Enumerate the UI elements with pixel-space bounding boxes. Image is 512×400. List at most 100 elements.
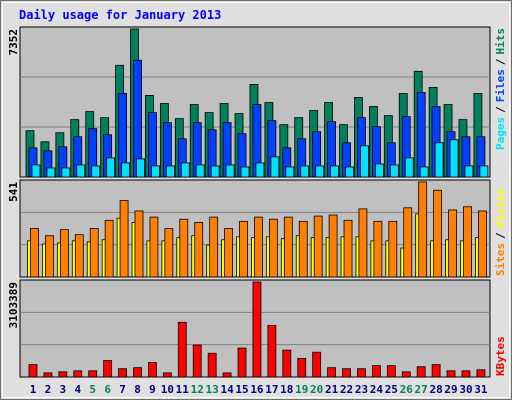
x-tick-label: 17: [265, 383, 278, 396]
bar: [255, 162, 265, 178]
bar: [118, 368, 127, 378]
x-tick-label: 9: [149, 383, 156, 396]
bar: [225, 164, 235, 178]
bar: [164, 228, 174, 278]
bar: [240, 166, 250, 178]
y-max-label: 3103389: [7, 282, 20, 328]
bar: [165, 165, 175, 178]
x-tick-label: 20: [310, 383, 323, 396]
bar: [403, 207, 413, 278]
x-tick-label: 21: [325, 383, 339, 396]
x-tick-label: 24: [370, 383, 384, 396]
bar: [89, 228, 99, 278]
legend-entry: Hits: [494, 28, 507, 55]
bar: [461, 370, 471, 378]
bar: [328, 214, 338, 278]
legend-entry: Sites: [494, 243, 507, 276]
bar: [76, 164, 86, 178]
bar: [388, 220, 398, 278]
bar: [195, 164, 205, 178]
x-tick-label: 18: [280, 383, 293, 396]
bar: [477, 210, 487, 278]
bar: [401, 371, 411, 378]
bar: [404, 157, 414, 178]
bar: [315, 165, 325, 178]
x-tick-label: 14: [220, 383, 234, 396]
x-tick-label: 27: [415, 383, 428, 396]
bar: [179, 218, 189, 278]
x-tick-label: 19: [295, 383, 308, 396]
bar: [45, 235, 54, 278]
bar: [88, 370, 98, 378]
bar: [374, 163, 384, 178]
bar: [298, 220, 308, 278]
bar: [449, 139, 459, 178]
bar: [222, 372, 232, 378]
x-tick-label: 22: [340, 383, 353, 396]
x-tick-label: 1: [30, 383, 37, 396]
bar: [371, 365, 381, 378]
x-tick-label: 12: [191, 383, 204, 396]
x-tick-label: 5: [89, 383, 96, 396]
bar: [446, 370, 456, 378]
x-tick-label: 3: [60, 383, 67, 396]
bar: [119, 200, 129, 278]
bar: [431, 364, 441, 378]
bar: [106, 157, 116, 178]
bar: [418, 181, 428, 278]
bar: [133, 367, 142, 378]
bar: [297, 358, 307, 378]
y-max-label: 541: [7, 182, 20, 202]
bar: [61, 167, 71, 178]
bar: [300, 165, 310, 178]
x-tick-label: 2: [45, 383, 52, 396]
x-tick-label: 26: [400, 383, 414, 396]
y-max-label: 7352: [7, 29, 20, 56]
bar: [267, 324, 277, 378]
bar: [104, 219, 114, 278]
bar: [239, 220, 248, 278]
bar: [270, 156, 280, 178]
x-tick-label: 7: [119, 383, 126, 396]
bar: [373, 220, 383, 278]
bar: [31, 164, 41, 178]
bar: [327, 367, 337, 378]
bar: [180, 162, 190, 178]
bar: [463, 206, 472, 278]
x-tick-label: 15: [235, 383, 248, 396]
bar: [210, 165, 220, 178]
bar: [254, 216, 263, 278]
bar: [386, 365, 396, 378]
bar: [58, 371, 68, 378]
bar: [151, 165, 160, 178]
bar: [433, 189, 443, 278]
bar: [136, 158, 145, 178]
x-tick-label: 31: [474, 383, 488, 396]
bar: [149, 216, 159, 278]
bar: [207, 352, 217, 378]
bar: [134, 210, 144, 278]
legend-entry: Pages: [494, 117, 507, 150]
x-tick-label: 28: [429, 383, 442, 396]
x-tick-label: 6: [104, 383, 111, 396]
bar: [177, 321, 187, 378]
bar: [224, 228, 233, 278]
bar: [283, 216, 293, 278]
bar: [282, 349, 292, 378]
bar: [343, 219, 353, 278]
x-tick-label: 11: [176, 383, 190, 396]
bar: [285, 166, 295, 178]
bar: [419, 166, 429, 178]
bar: [464, 165, 474, 178]
bar: [209, 216, 219, 278]
bar: [252, 281, 262, 378]
legend: Pages / Files / Hits: [494, 28, 507, 150]
x-tick-label: 29: [444, 383, 457, 396]
x-tick-label: 16: [250, 383, 264, 396]
legend-separator: /: [494, 106, 507, 113]
x-tick-label: 10: [161, 383, 174, 396]
bar: [46, 167, 56, 178]
x-tick-label: 30: [459, 383, 472, 396]
bar: [358, 208, 368, 278]
bar: [73, 370, 83, 378]
